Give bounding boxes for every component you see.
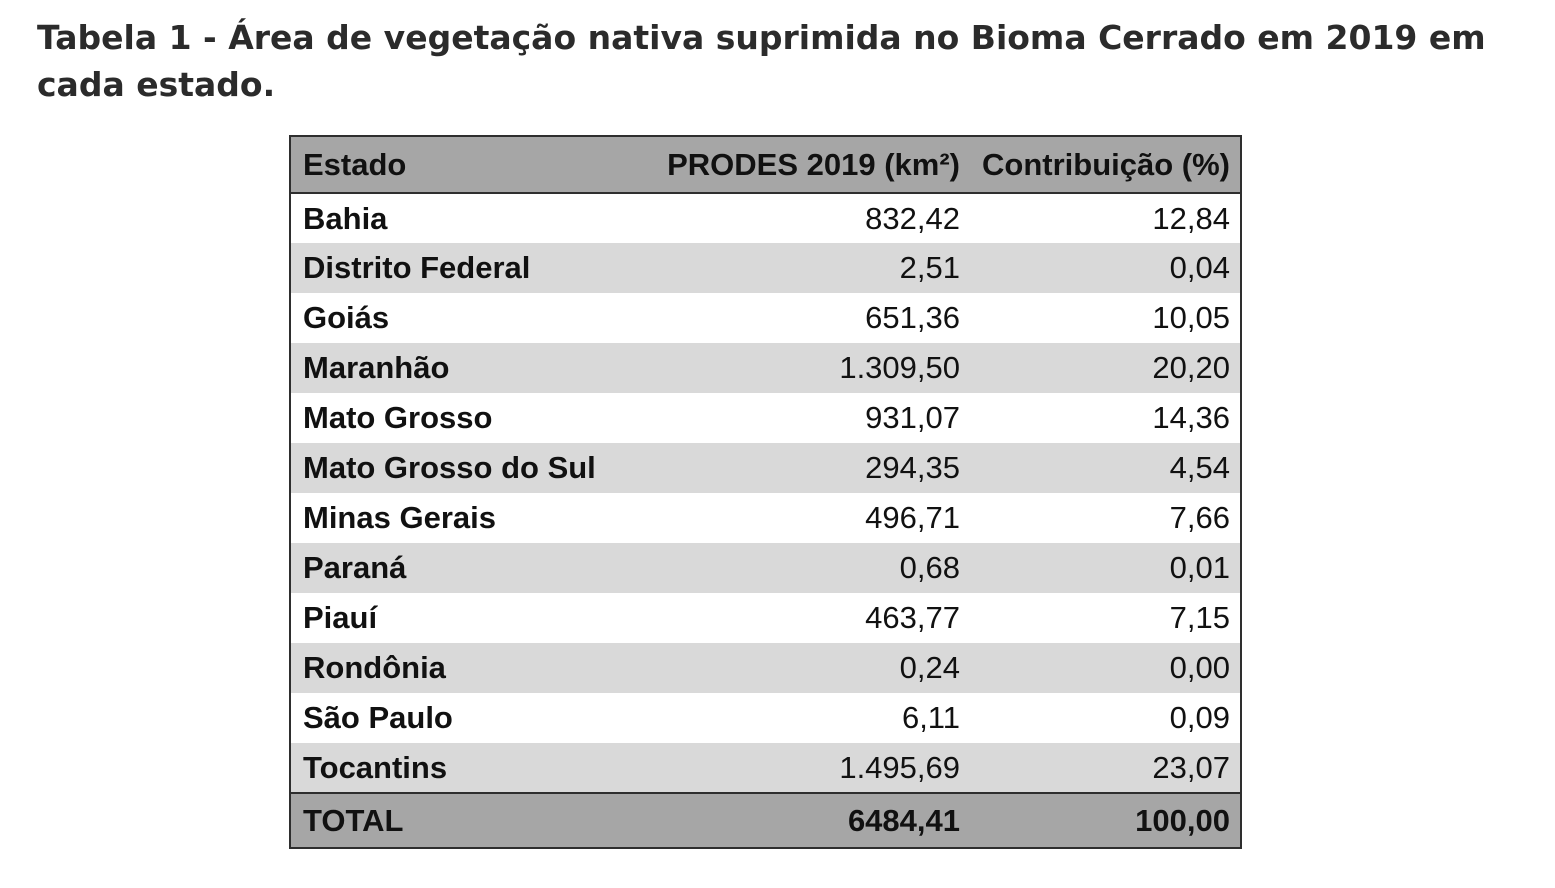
row-state: Mato Grosso do Sul	[303, 450, 596, 485]
table-row: Tocantins 1.495,69 23,07	[291, 743, 1240, 793]
table-row: Bahia 832,42 12,84	[291, 193, 1240, 243]
row-prodes: 6,11	[901, 700, 960, 735]
header-prodes: PRODES 2019 (km²)	[634, 137, 970, 194]
header-estado: Estado	[291, 137, 635, 194]
row-state: Minas Gerais	[303, 500, 496, 535]
row-contrib: 10,05	[1152, 300, 1230, 335]
row-contrib: 7,66	[1169, 500, 1230, 535]
table-caption: Tabela 1 - Área de vegetação nativa supr…	[37, 18, 1486, 104]
header-contribuicao: Contribuição (%)	[970, 137, 1240, 194]
row-state: Paraná	[303, 550, 407, 585]
row-prodes: 294,35	[865, 450, 960, 485]
row-state: Goiás	[303, 300, 390, 335]
row-state: Rondônia	[303, 650, 446, 685]
table-row: Goiás 651,36 10,05	[291, 293, 1240, 343]
row-prodes: 496,71	[865, 500, 960, 535]
row-prodes: 832,42	[865, 200, 960, 236]
table-row: Rondônia 0,24 0,00	[291, 643, 1240, 693]
row-contrib: 0,01	[1169, 550, 1230, 585]
table-row: Distrito Federal 2,51 0,04	[291, 243, 1240, 293]
row-state: Tocantins	[303, 749, 448, 785]
table-row: Mato Grosso 931,07 14,36	[291, 393, 1240, 443]
row-state: Mato Grosso	[303, 400, 493, 435]
table-total-row: TOTAL 6484,41 100,00	[291, 792, 1240, 847]
row-state: São Paulo	[303, 700, 453, 735]
row-prodes: 931,07	[865, 400, 960, 435]
row-contrib: 23,07	[1152, 749, 1230, 785]
row-prodes: 463,77	[865, 600, 960, 635]
row-prodes: 2,51	[899, 250, 960, 285]
row-contrib: 4,54	[1169, 450, 1230, 485]
table-row: Maranhão 1.309,50 20,20	[291, 343, 1240, 393]
table-row: Minas Gerais 496,71 7,66	[291, 493, 1240, 543]
row-contrib: 0,00	[1169, 650, 1230, 685]
row-state: Bahia	[303, 200, 388, 236]
total-contrib: 100,00	[970, 792, 1240, 847]
row-state: Piauí	[303, 600, 378, 635]
table-row: Mato Grosso do Sul 294,35 4,54	[291, 443, 1240, 493]
row-contrib: 12,84	[1152, 200, 1230, 236]
total-prodes: 6484,41	[634, 792, 970, 847]
row-contrib: 0,09	[1169, 700, 1230, 735]
table-header-row: Estado PRODES 2019 (km²) Contribuição (%…	[291, 137, 1240, 194]
row-state: Distrito Federal	[303, 250, 531, 285]
table-row: Paraná 0,68 0,01	[291, 543, 1240, 593]
row-contrib: 0,04	[1169, 250, 1230, 285]
deforestation-table: Estado PRODES 2019 (km²) Contribuição (%…	[289, 135, 1242, 849]
row-prodes: 0,68	[899, 550, 960, 585]
total-label: TOTAL	[291, 792, 635, 847]
table-row: São Paulo 6,11 0,09	[291, 693, 1240, 743]
table-row: Piauí 463,77 7,15	[291, 593, 1240, 643]
row-prodes: 0,24	[899, 650, 960, 685]
row-contrib: 20,20	[1152, 350, 1230, 385]
row-contrib: 7,15	[1169, 600, 1230, 635]
row-prodes: 1.309,50	[839, 350, 960, 385]
row-contrib: 14,36	[1152, 400, 1230, 435]
row-state: Maranhão	[303, 350, 450, 385]
row-prodes: 651,36	[865, 300, 960, 335]
row-prodes: 1.495,69	[839, 749, 960, 785]
